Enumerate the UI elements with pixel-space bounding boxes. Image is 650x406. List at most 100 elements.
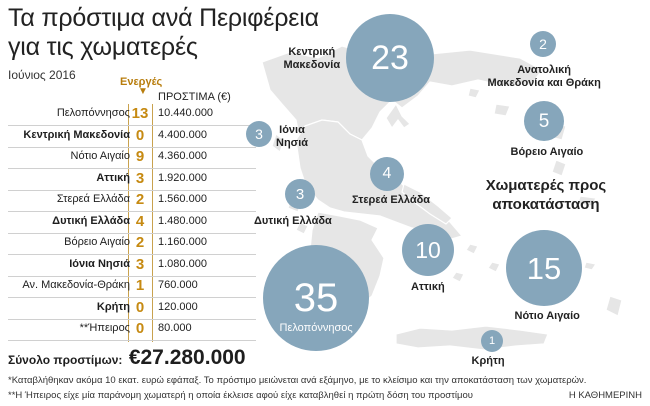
- table-row: Στερεά Ελλάδα 2 1.560.000: [8, 190, 256, 212]
- map-samos: [577, 195, 597, 207]
- region-label: Ανατολική Μακεδονία και Θράκη: [487, 64, 601, 89]
- fine-amount: 760.000: [158, 279, 198, 291]
- region-name: Βόρειο Αιγαίο: [64, 236, 130, 248]
- active-count: 2: [135, 234, 145, 251]
- bubble-value: 23: [371, 39, 409, 77]
- column-divider: [152, 104, 153, 342]
- active-count: 2: [135, 191, 145, 208]
- fine-amount: 10.440.000: [158, 107, 214, 119]
- column-header-active: Ενεργές: [120, 76, 163, 88]
- bubble-value: 15: [526, 250, 562, 286]
- region-name: Πελοπόννησος: [56, 107, 130, 119]
- region-bubble: 15: [506, 230, 582, 306]
- region-label: Βόρειο Αιγαίο: [510, 146, 584, 158]
- column-divider: [128, 104, 129, 342]
- region-name: Αν. Μακεδονία-Θράκη: [22, 279, 130, 291]
- active-count: 1: [135, 277, 145, 294]
- bubble-value: 2: [539, 36, 547, 52]
- fine-amount: 1.080.000: [158, 257, 207, 270]
- page-title-line2: για τις χωματερές: [8, 33, 198, 61]
- map-evia: [401, 183, 453, 225]
- active-count: 13: [131, 105, 149, 122]
- region-bubble: 4: [370, 157, 404, 191]
- map-cyclades-2: [487, 261, 501, 273]
- region-label: Νότιο Αιγαίο: [514, 310, 580, 322]
- active-count: 3: [135, 255, 145, 273]
- bubble-value: 4: [382, 165, 392, 182]
- region-label: Κρήτη: [471, 355, 505, 367]
- map-zakynthos: [295, 221, 309, 235]
- table-row: Αττική 3 1.920.000: [8, 169, 256, 191]
- region-name: Νότιο Αιγαίο: [70, 150, 130, 162]
- region-name: **Ήπειρος: [79, 322, 130, 334]
- arrow-down-icon: ▼: [138, 86, 148, 97]
- active-count: 0: [135, 126, 145, 144]
- fine-amount: 4.360.000: [158, 150, 207, 162]
- table-row: Κεντρική Μακεδονία 0 4.400.000: [8, 126, 256, 148]
- fine-amount: 1.160.000: [158, 236, 207, 248]
- region-label: Ιόνια Νησιά: [276, 124, 309, 149]
- region-bubble: 10: [402, 224, 454, 276]
- map-rhodes: [605, 295, 623, 317]
- total-label: Σύνολο προστίμων:: [8, 353, 123, 367]
- region-name: Στερεά Ελλάδα: [56, 193, 130, 205]
- region-name: Δυτική Ελλάδα: [52, 214, 130, 227]
- active-count: 9: [135, 148, 145, 165]
- region-label: Δυτική Ελλάδα: [254, 215, 332, 227]
- active-count: 0: [135, 298, 145, 316]
- bubble-value: 3: [255, 126, 263, 142]
- footnote-1: *Καταβλήθηκαν ακόμα 10 εκατ. ευρώ εφάπαξ…: [8, 375, 587, 386]
- region-bubble: 3: [246, 121, 272, 147]
- region-bubble: 35: [263, 245, 369, 351]
- region-bubble: 2: [530, 31, 556, 57]
- region-bubble: 5: [524, 101, 564, 141]
- region-name: Ιόνια Νησιά: [69, 257, 130, 270]
- total-fines: Σύνολο προστίμων: €27.280.000: [8, 346, 246, 370]
- column-header-fine: ΠΡΟΣΤΙΜΑ (€): [158, 91, 231, 103]
- fine-amount: 4.400.000: [158, 128, 207, 141]
- bubble-value: 10: [415, 236, 441, 263]
- map-thasos: [467, 87, 481, 99]
- footnote-2: **Η Ήπειρος είχε μία παράνομη χωματερή η…: [8, 390, 473, 401]
- map-cyclades-3: [451, 271, 465, 283]
- map-kos: [583, 261, 597, 271]
- region-name: Κεντρική Μακεδονία: [23, 128, 130, 141]
- region-label: Αττική: [411, 281, 445, 293]
- map-lemnos: [493, 103, 511, 117]
- bubble-value: 1: [488, 334, 496, 347]
- active-count: 4: [135, 212, 145, 230]
- region-name: Αττική: [96, 171, 130, 184]
- map-cyclades-1: [465, 243, 479, 255]
- fine-amount: 1.920.000: [158, 171, 207, 184]
- fine-amount: 120.000: [158, 300, 198, 313]
- table-row: **Ήπειρος 0 80.000: [8, 319, 256, 341]
- subtitle-date: Ιούνιος 2016: [8, 68, 76, 82]
- bubble-value: 3: [295, 185, 305, 203]
- table-row: Πελοπόννησος 13 10.440.000: [8, 104, 256, 126]
- bubble-value: 35: [293, 276, 339, 320]
- region-label: Κεντρική Μακεδονία: [283, 46, 341, 71]
- active-count: 3: [135, 169, 145, 187]
- active-count: 0: [135, 320, 145, 337]
- map-crete: [395, 325, 549, 351]
- map-corfu: [271, 133, 285, 153]
- map-heading: Χωματερές προς αποκατάσταση: [485, 177, 607, 213]
- table-row: Νότιο Αιγαίο 9 4.360.000: [8, 147, 256, 169]
- fine-amount: 1.480.000: [158, 214, 207, 227]
- table-row: Βόρειο Αιγαίο 2 1.160.000: [8, 233, 256, 255]
- bubble-value: 5: [538, 110, 550, 132]
- region-label: Στερεά Ελλάδα: [352, 194, 431, 206]
- region-bubble: 23: [346, 14, 434, 102]
- table-row: Ιόνια Νησιά 3 1.080.000: [8, 255, 256, 277]
- map-chios: [551, 159, 567, 177]
- region-bubble: 3: [285, 179, 315, 209]
- region-name: Κρήτη: [96, 300, 130, 313]
- table-row: Κρήτη 0 120.000: [8, 298, 256, 320]
- fine-amount: 80.000: [158, 322, 192, 334]
- table-row: Δυτική Ελλάδα 4 1.480.000: [8, 212, 256, 234]
- page-title-line1: Τα πρόστιμα ανά Περιφέρεια: [8, 4, 319, 32]
- map-chalkidiki: [385, 102, 411, 130]
- total-value: €27.280.000: [128, 346, 246, 369]
- fine-amount: 1.560.000: [158, 193, 207, 205]
